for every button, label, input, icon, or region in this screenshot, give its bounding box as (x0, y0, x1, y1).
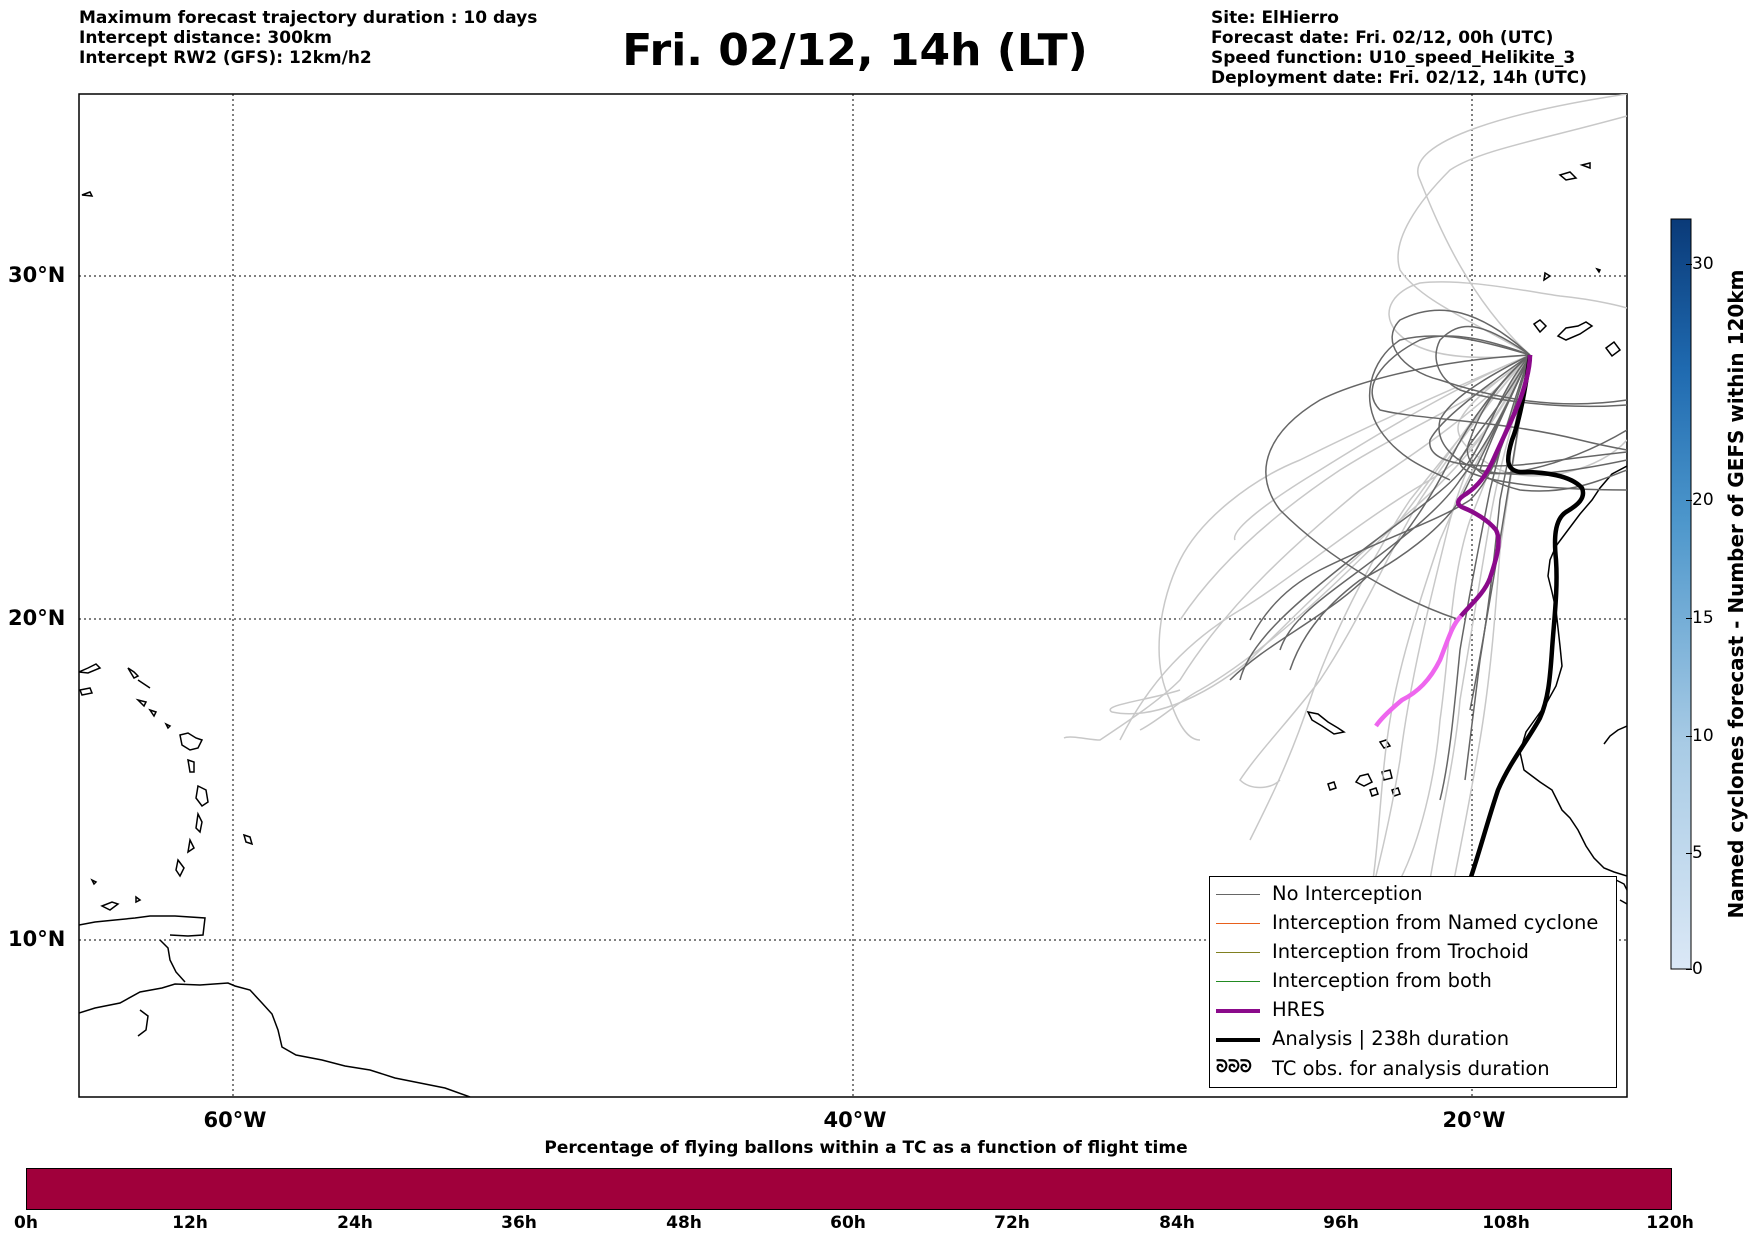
legend-item-analysis: Analysis | 238h duration (1210, 1025, 1616, 1054)
legend-swatch-orange (1216, 923, 1260, 924)
legend-label: TC obs. for analysis duration (1272, 1057, 1550, 1080)
flight-time-tick-48h: 48h (666, 1213, 702, 1233)
colorbar-right-label: Named cyclones forecast - Number of GEFS… (1724, 269, 1748, 919)
legend-item-named-cyclone: Interception from Named cyclone (1210, 909, 1616, 938)
analysis-trajectory (1467, 354, 1586, 881)
legend-swatch-gray (1216, 894, 1260, 895)
legend-label: Interception from Named cyclone (1272, 911, 1599, 934)
cbar-tick-mark (1686, 500, 1692, 501)
flight-time-tick-120h: 120h (1646, 1213, 1694, 1233)
lon-label-60w: 60°W (203, 1108, 267, 1132)
legend-item-no-interception: No Interception (1210, 880, 1616, 909)
flight-time-tick-24h: 24h (337, 1213, 373, 1233)
legend-swatch-purple (1216, 1009, 1260, 1013)
flight-time-tick-96h: 96h (1323, 1213, 1359, 1233)
map-legend: No Interception Interception from Named … (1209, 876, 1617, 1088)
cbar-tick-mark (1686, 969, 1692, 970)
flight-time-tick-108h: 108h (1482, 1213, 1530, 1233)
legend-swatch-olive (1216, 952, 1260, 953)
legend-swatch-black (1216, 1038, 1260, 1042)
cbar-tick-0: 0 (1692, 959, 1703, 979)
site-text: Site: ElHierro (1211, 8, 1339, 28)
legend-label: Analysis | 238h duration (1272, 1027, 1510, 1050)
cbar-tick-15: 15 (1692, 608, 1714, 628)
flight-time-tick-84h: 84h (1159, 1213, 1195, 1233)
cyclone-symbol-icon: ᘐᘐᘐ (1216, 1057, 1252, 1077)
legend-label: Interception from both (1272, 969, 1492, 992)
legend-swatch-green (1216, 981, 1260, 982)
cbar-tick-mark (1686, 853, 1692, 854)
named-cyclone-colorbar (1670, 218, 1692, 970)
coastlines (79, 162, 1627, 1097)
legend-label: Interception from Trochoid (1272, 940, 1529, 963)
lat-label-30n: 30°N (8, 263, 66, 287)
bottom-colorbar-title: Percentage of flying ballons within a TC… (544, 1138, 1188, 1158)
deployment-date-text: Deployment date: Fri. 02/12, 14h (UTC) (1211, 68, 1587, 88)
speed-function-text: Speed function: U10_speed_Helikite_3 (1211, 48, 1576, 68)
cbar-tick-mark (1686, 736, 1692, 737)
flight-time-tick-12h: 12h (172, 1213, 208, 1233)
legend-label: HRES (1272, 998, 1325, 1021)
intercept-distance-text: Intercept distance: 300km (79, 28, 332, 48)
cbar-tick-5: 5 (1692, 843, 1703, 863)
flight-time-tick-36h: 36h (501, 1213, 537, 1233)
legend-item-hres: HRES (1210, 996, 1616, 1025)
max-duration-text: Maximum forecast trajectory duration : 1… (79, 8, 538, 28)
legend-item-tc-obs: ᘐᘐᘐ TC obs. for analysis duration (1210, 1055, 1616, 1084)
forecast-date-text: Forecast date: Fri. 02/12, 00h (UTC) (1211, 28, 1554, 48)
cbar-tick-10: 10 (1692, 726, 1714, 746)
flight-time-tick-0h: 0h (14, 1213, 38, 1233)
legend-item-trochoid: Interception from Trochoid (1210, 938, 1616, 967)
forecast-parameters: Maximum forecast trajectory duration : 1… (79, 8, 537, 68)
lon-label-40w: 40°W (823, 1108, 887, 1132)
site-parameters: Site: ElHierro Forecast date: Fri. 02/12… (1211, 8, 1587, 88)
lon-label-20w: 20°W (1442, 1108, 1506, 1132)
intercept-rw2-text: Intercept RW2 (GFS): 12km/h2 (79, 48, 372, 68)
hres-trajectory (1456, 354, 1533, 618)
lat-label-20n: 20°N (8, 606, 66, 630)
cbar-tick-mark (1686, 264, 1692, 265)
flight-time-tick-60h: 60h (830, 1213, 866, 1233)
lat-label-10n: 10°N (8, 927, 66, 951)
legend-label: No Interception (1272, 882, 1423, 905)
flight-time-tick-72h: 72h (994, 1213, 1030, 1233)
cbar-tick-30: 30 (1692, 254, 1714, 274)
page-title: Fri. 02/12, 14h (LT) (622, 25, 1088, 76)
legend-item-both: Interception from both (1210, 967, 1616, 996)
flight-time-colorbar (26, 1168, 1672, 1210)
cbar-tick-20: 20 (1692, 490, 1714, 510)
hres-trajectory-early (1374, 614, 1463, 728)
cbar-tick-mark (1686, 618, 1692, 619)
